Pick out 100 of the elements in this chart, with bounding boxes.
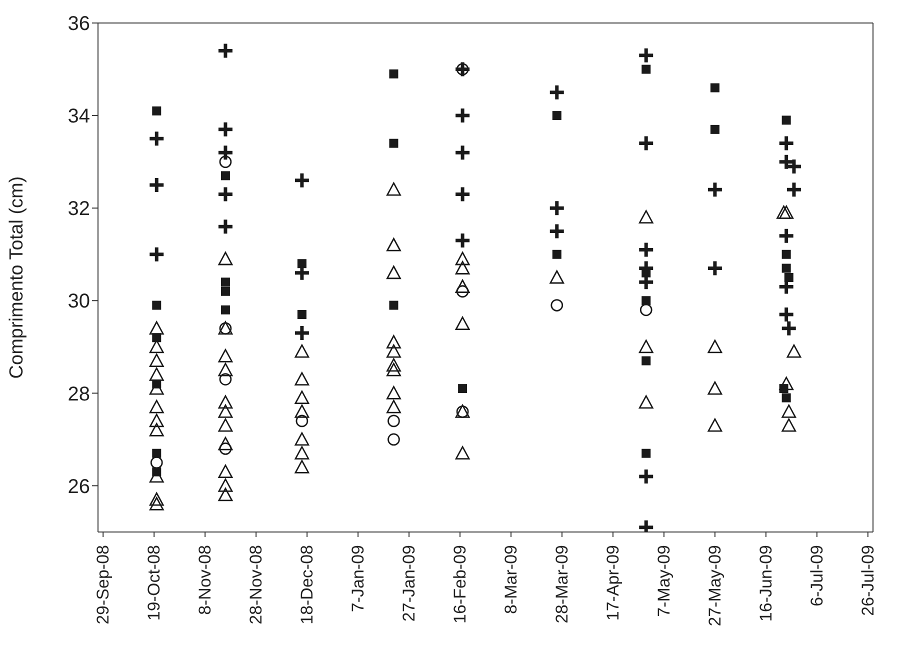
x-tick-label: 26-Jul-09: [858, 545, 878, 616]
point: [294, 432, 310, 446]
point: [218, 418, 233, 432]
x-tick-label: 8-Mar-09: [501, 545, 520, 614]
point: [386, 344, 401, 358]
point: [386, 182, 401, 196]
point: [216, 120, 234, 138]
point: [454, 106, 472, 124]
point: [710, 124, 720, 134]
point: [642, 448, 651, 458]
point: [216, 144, 234, 162]
point: [550, 270, 564, 284]
x-tick-label: 18-Dec-08: [298, 545, 317, 624]
point: [388, 414, 400, 428]
point: [216, 218, 234, 236]
point: [218, 464, 233, 478]
point: [218, 362, 233, 376]
point: [149, 423, 164, 436]
point: [708, 418, 722, 432]
x-tick-label: 8-Nov-08: [196, 545, 215, 615]
point: [386, 266, 401, 280]
point: [149, 497, 164, 510]
point: [148, 130, 166, 148]
y-tick-label: 34: [68, 106, 90, 128]
x-tick-label: 6-Jul-09: [807, 545, 826, 606]
point: [710, 83, 720, 92]
point: [778, 134, 796, 152]
point: [220, 278, 230, 287]
point: [458, 384, 468, 394]
point: [552, 250, 562, 259]
point: [642, 64, 651, 74]
point: [548, 84, 566, 102]
x-tick-label: 29-Sep-08: [94, 545, 113, 624]
x-tick-label: 7-May-09: [654, 545, 674, 617]
point: [386, 358, 401, 372]
point: [386, 386, 401, 400]
point: [219, 442, 232, 455]
point: [294, 460, 310, 474]
point: [640, 304, 652, 316]
point: [638, 395, 654, 409]
point: [706, 180, 724, 198]
point: [218, 395, 233, 409]
point: [293, 172, 311, 190]
point: [637, 46, 655, 64]
point: [218, 488, 233, 502]
point: [148, 246, 166, 264]
point: [386, 238, 401, 252]
point: [149, 414, 164, 428]
y-tick-label: 26: [68, 476, 90, 498]
point: [782, 393, 791, 402]
point: [776, 206, 791, 219]
point: [149, 367, 164, 381]
x-tick-label: 28-Nov-08: [246, 545, 266, 624]
point: [219, 373, 232, 386]
point: [778, 306, 796, 324]
y-tick-label: 30: [68, 290, 90, 313]
point: [296, 414, 308, 428]
point: [389, 69, 398, 78]
point: [220, 286, 230, 296]
point: [219, 156, 232, 168]
y-tick-label: 32: [68, 198, 90, 220]
point: [149, 492, 164, 506]
point: [550, 299, 564, 312]
point: [637, 240, 655, 258]
point: [293, 324, 311, 342]
point: [220, 305, 230, 314]
x-tick-label: 19-Oct-08: [144, 545, 164, 621]
point: [386, 400, 401, 414]
point: [782, 264, 791, 273]
point: [782, 116, 791, 125]
point: [149, 321, 164, 335]
point: [218, 478, 233, 492]
point: [389, 300, 398, 310]
point: [218, 348, 233, 362]
point: [706, 259, 724, 277]
x-tick-label: 27-Jan-09: [400, 545, 419, 622]
point: [388, 433, 400, 446]
point: [149, 400, 164, 414]
point: [779, 206, 794, 219]
point: [216, 185, 234, 203]
point: [778, 227, 796, 245]
point: [548, 222, 566, 240]
x-tick-label: 16-Jun-09: [756, 545, 776, 622]
point: [294, 404, 310, 418]
point: [218, 252, 233, 266]
point: [786, 344, 802, 358]
point: [386, 335, 401, 348]
point: [455, 280, 470, 293]
point: [297, 259, 306, 268]
point: [152, 300, 162, 310]
point: [455, 446, 470, 460]
point: [386, 362, 401, 376]
point: [708, 381, 722, 395]
point: [642, 296, 651, 306]
point: [708, 340, 722, 354]
point: [784, 273, 794, 282]
x-tick-label: 7-Jan-09: [348, 545, 368, 612]
point: [150, 456, 163, 469]
point: [216, 42, 234, 60]
x-tick-label: 16-Feb-09: [450, 545, 470, 624]
